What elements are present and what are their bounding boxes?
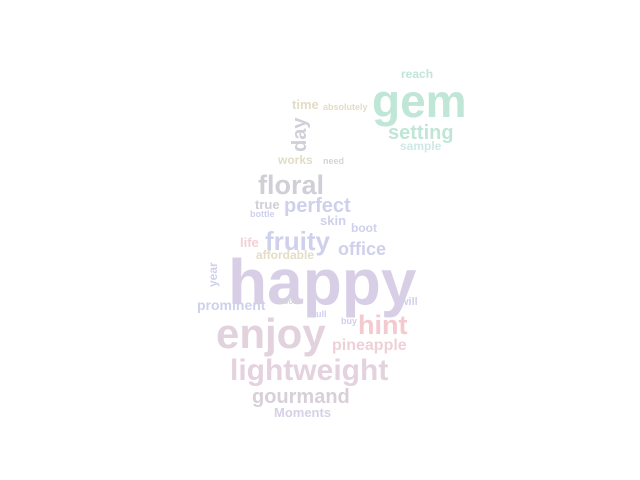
word-gem: gem: [372, 75, 467, 127]
word-prominent: prominent: [197, 297, 266, 313]
word-soon: soon: [279, 297, 299, 306]
word-boot: boot: [351, 221, 377, 235]
word-happy: happy: [228, 246, 417, 318]
word-office: office: [338, 239, 387, 259]
word-skin: skin: [320, 213, 347, 228]
word-works: works: [278, 153, 313, 167]
word-gourmand: gourmand: [252, 386, 350, 408]
word-fruity: fruity: [265, 226, 330, 256]
word-need: need: [323, 156, 345, 166]
word-perfect: perfect: [284, 195, 351, 217]
word-floral: floral: [258, 170, 325, 200]
word-moments: Moments: [274, 405, 332, 420]
word-buy: buy: [341, 316, 358, 326]
word-lightweight: lightweight: [230, 354, 389, 387]
word-absolutely: absolutely: [323, 102, 368, 112]
word-day: day: [289, 117, 311, 152]
word-hint: hint: [358, 310, 408, 340]
word-full: full: [313, 309, 327, 319]
word-setting: setting: [388, 122, 454, 144]
word-life: life: [240, 235, 259, 250]
word-true: true: [255, 197, 280, 212]
word-bottle: bottle: [250, 209, 275, 219]
word-time: time: [292, 97, 319, 112]
word-sample: sample: [400, 139, 442, 153]
word-will: will: [400, 296, 418, 308]
word-reach: reach: [401, 67, 434, 81]
word-enjoy: enjoy: [216, 310, 326, 357]
word-year: year: [206, 262, 220, 287]
word-affordable: affordable: [256, 248, 315, 262]
word-pineapple: pineapple: [332, 337, 407, 354]
